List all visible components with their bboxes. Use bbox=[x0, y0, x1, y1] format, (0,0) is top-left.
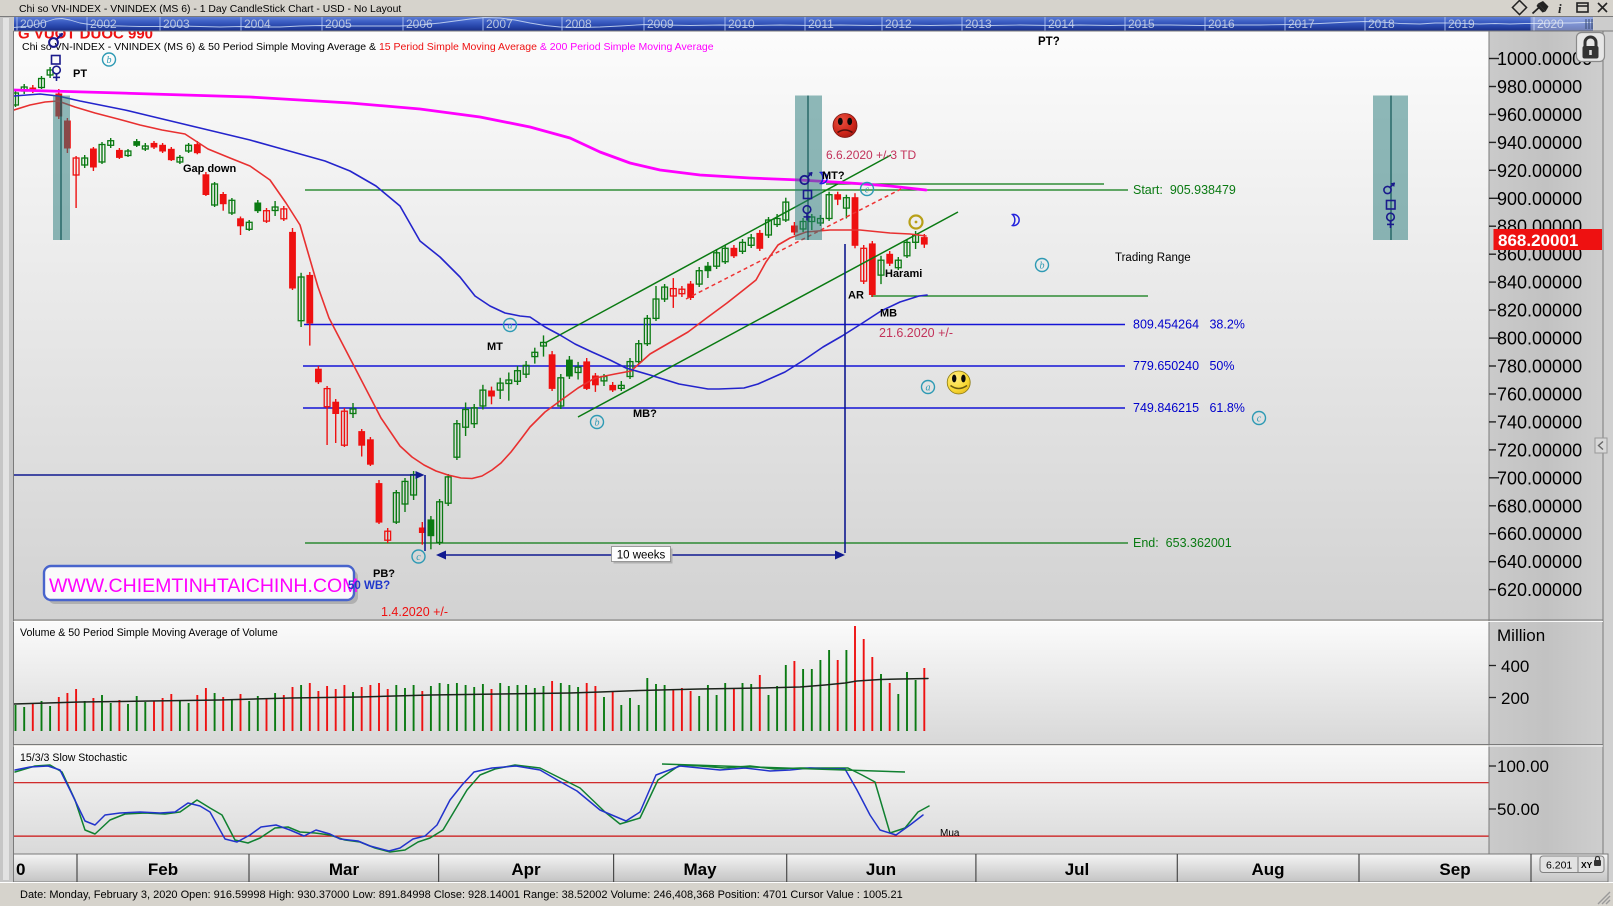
svg-text:c: c bbox=[1257, 414, 1262, 425]
svg-text:21.6.2020 +/-: 21.6.2020 +/- bbox=[879, 326, 953, 340]
svg-text:2014: 2014 bbox=[1048, 17, 1075, 31]
svg-text:2002: 2002 bbox=[90, 17, 117, 31]
svg-text:940.00000: 940.00000 bbox=[1497, 133, 1582, 153]
svg-text:MT?: MT? bbox=[822, 170, 845, 182]
svg-text:779.650240 50%: 779.650240 50% bbox=[1133, 359, 1234, 373]
svg-text:6.201: 6.201 bbox=[1546, 860, 1572, 872]
svg-text:2000: 2000 bbox=[20, 17, 47, 31]
svg-text:Gap down: Gap down bbox=[183, 163, 236, 175]
svg-text:Trading Range: Trading Range bbox=[1115, 252, 1191, 264]
svg-text:2008: 2008 bbox=[565, 17, 592, 31]
svg-text:2015: 2015 bbox=[1128, 17, 1155, 31]
svg-text:i: i bbox=[1558, 1, 1562, 16]
svg-text:800.00000: 800.00000 bbox=[1497, 329, 1582, 349]
svg-text:WWW.CHIEMTINHTAICHINH.COM: WWW.CHIEMTINHTAICHINH.COM bbox=[49, 575, 358, 597]
svg-text:Jul: Jul bbox=[1065, 860, 1090, 879]
svg-text:1.4.2020 +/-: 1.4.2020 +/- bbox=[381, 605, 448, 619]
svg-text:900.00000: 900.00000 bbox=[1497, 189, 1582, 209]
svg-text:2011: 2011 bbox=[808, 17, 834, 31]
svg-text:868.20001: 868.20001 bbox=[1498, 231, 1578, 250]
svg-text:MT: MT bbox=[487, 341, 503, 353]
svg-text:b: b bbox=[1040, 261, 1045, 272]
svg-text:MB: MB bbox=[880, 308, 897, 320]
svg-text:2009: 2009 bbox=[647, 17, 674, 31]
svg-text:50 WB?: 50 WB? bbox=[348, 580, 390, 592]
svg-text:660.00000: 660.00000 bbox=[1497, 524, 1582, 544]
svg-text:749.846215 61.8%: 749.846215 61.8% bbox=[1133, 401, 1245, 415]
svg-text:Date: Monday, February 3, 2020: Date: Monday, February 3, 2020 Open: 916… bbox=[20, 889, 903, 901]
svg-text:b: b bbox=[595, 418, 600, 429]
svg-text:1000.00000: 1000.00000 bbox=[1497, 49, 1592, 69]
svg-text:G VUOT DUOC 990: G VUOT DUOC 990 bbox=[18, 26, 153, 43]
svg-text:Million: Million bbox=[1497, 626, 1545, 645]
svg-text:c: c bbox=[416, 552, 421, 563]
svg-text:2018: 2018 bbox=[1368, 17, 1395, 31]
svg-text:780.00000: 780.00000 bbox=[1497, 357, 1582, 377]
svg-text:May: May bbox=[683, 860, 717, 879]
svg-text:15/3/3 Slow Stochastic: 15/3/3 Slow Stochastic bbox=[20, 752, 128, 764]
svg-text:740.00000: 740.00000 bbox=[1497, 412, 1582, 432]
svg-text:100.00: 100.00 bbox=[1497, 757, 1549, 776]
svg-text:Mua: Mua bbox=[940, 828, 960, 839]
svg-text:2019: 2019 bbox=[1448, 17, 1475, 31]
svg-text:PB?: PB? bbox=[373, 568, 395, 580]
svg-text:Jun: Jun bbox=[866, 860, 896, 879]
svg-text:b: b bbox=[107, 55, 112, 66]
svg-text:10 weeks: 10 weeks bbox=[617, 550, 666, 562]
svg-text:MB?: MB? bbox=[633, 408, 657, 420]
svg-text:PT: PT bbox=[73, 68, 87, 80]
svg-text:c: c bbox=[865, 185, 870, 196]
svg-text:760.00000: 760.00000 bbox=[1497, 385, 1582, 405]
svg-text:Sep: Sep bbox=[1439, 860, 1470, 879]
svg-text:50.00: 50.00 bbox=[1497, 800, 1540, 819]
svg-text:0: 0 bbox=[16, 860, 25, 879]
svg-text:End: 653.362001: End: 653.362001 bbox=[1133, 536, 1232, 550]
svg-text:2005: 2005 bbox=[325, 17, 352, 31]
svg-text:XY: XY bbox=[1581, 860, 1593, 870]
svg-text:a: a bbox=[508, 321, 513, 332]
svg-text:Chi so VN-INDEX - VNINDEX (MS: Chi so VN-INDEX - VNINDEX (MS 6) - 1 Day… bbox=[19, 4, 401, 15]
svg-text:2010: 2010 bbox=[728, 17, 755, 31]
svg-text:809.454264 38.2%: 809.454264 38.2% bbox=[1133, 318, 1245, 332]
svg-text:980.00000: 980.00000 bbox=[1497, 77, 1582, 97]
svg-text:2006: 2006 bbox=[406, 17, 433, 31]
svg-text:Start: 905.938479: Start: 905.938479 bbox=[1133, 183, 1236, 197]
svg-text:680.00000: 680.00000 bbox=[1497, 496, 1582, 516]
svg-text:6.6.2020 +/-3 TD: 6.6.2020 +/-3 TD bbox=[826, 148, 917, 162]
svg-text:840.00000: 840.00000 bbox=[1497, 273, 1582, 293]
svg-text:Apr: Apr bbox=[511, 860, 541, 879]
svg-text:Chi so VN-INDEX - VNINDEX (MS: Chi so VN-INDEX - VNINDEX (MS 6) & 50 Pe… bbox=[22, 41, 714, 53]
svg-text:a: a bbox=[926, 383, 931, 394]
svg-text:920.00000: 920.00000 bbox=[1497, 161, 1582, 181]
svg-text:720.00000: 720.00000 bbox=[1497, 440, 1582, 460]
svg-text:960.00000: 960.00000 bbox=[1497, 105, 1582, 125]
svg-text:640.00000: 640.00000 bbox=[1497, 552, 1582, 572]
svg-text:Harami: Harami bbox=[885, 268, 922, 280]
svg-text:2007: 2007 bbox=[486, 17, 513, 31]
svg-text:Mar: Mar bbox=[329, 860, 360, 879]
svg-text:2003: 2003 bbox=[163, 17, 190, 31]
svg-text:2004: 2004 bbox=[244, 17, 271, 31]
svg-text:200: 200 bbox=[1501, 689, 1529, 708]
svg-text:400: 400 bbox=[1501, 657, 1529, 676]
svg-text:620.00000: 620.00000 bbox=[1497, 580, 1582, 600]
svg-text:2016: 2016 bbox=[1208, 17, 1235, 31]
svg-text:2013: 2013 bbox=[965, 17, 992, 31]
svg-text:700.00000: 700.00000 bbox=[1497, 468, 1582, 488]
svg-text:2020: 2020 bbox=[1537, 17, 1564, 31]
svg-text:Volume & 50 Period Simple Movi: Volume & 50 Period Simple Moving Average… bbox=[20, 627, 278, 639]
svg-text:Aug: Aug bbox=[1251, 860, 1284, 879]
svg-text:PT?: PT? bbox=[1038, 36, 1060, 48]
svg-text:820.00000: 820.00000 bbox=[1497, 301, 1582, 321]
svg-text:Feb: Feb bbox=[148, 860, 178, 879]
svg-text:AR: AR bbox=[848, 290, 864, 302]
svg-text:2012: 2012 bbox=[885, 17, 912, 31]
